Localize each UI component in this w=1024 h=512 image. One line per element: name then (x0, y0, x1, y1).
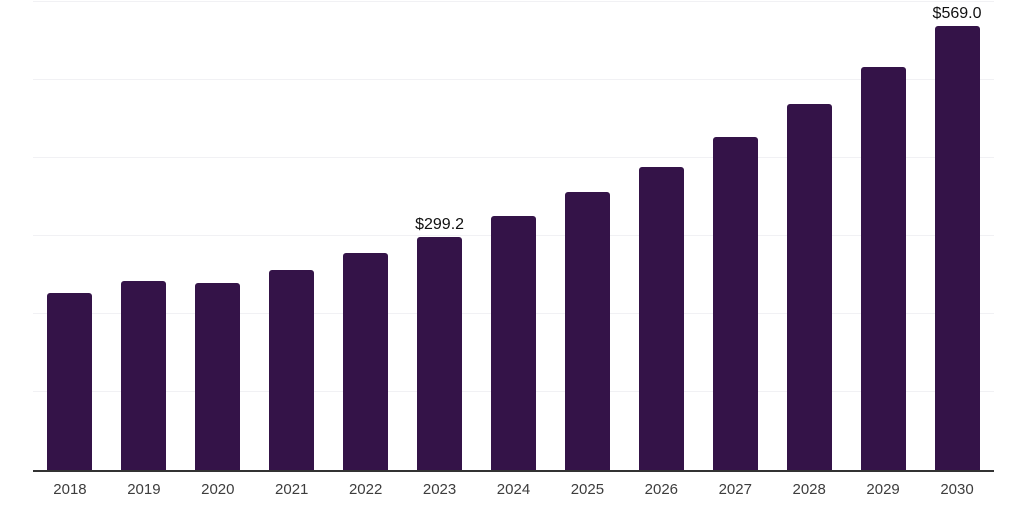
bar-slot-2023: $299.2 (403, 2, 477, 470)
x-tick-2019: 2019 (127, 481, 161, 498)
bar-slot-2019 (107, 2, 181, 470)
bar-2018 (47, 292, 93, 470)
data-label-2023: $299.2 (415, 215, 465, 233)
gridline-400 (33, 157, 994, 159)
x-tick-2030: 2030 (940, 481, 974, 498)
bar-slot-2028 (772, 2, 846, 470)
x-tick-2027: 2027 (718, 481, 752, 498)
data-label-2030: $569.0 (932, 5, 982, 23)
x-tick-2020: 2020 (201, 481, 235, 498)
x-tick-2023: 2023 (422, 481, 457, 498)
plot-area: $299.2 $569.0 (33, 1, 994, 472)
x-tick-2021: 2021 (275, 481, 309, 498)
x-tick-2018: 2018 (53, 481, 87, 498)
bar-slot-2020 (181, 2, 255, 470)
bar-slot-2030: $569.0 (920, 2, 994, 470)
bar-slot-2021 (255, 2, 329, 470)
gridline-600 (33, 1, 994, 2)
bar-slot-2029 (846, 2, 920, 470)
x-axis-labels: 2018 2019 2020 2021 2022 2023 2024 2025 2026 2027… (33, 481, 994, 498)
chart-area: $299.2 $569.0 2018 2019 2020 2021 2022 2023 202… (33, 1, 994, 498)
bar-slot-2025 (550, 2, 624, 470)
gridline-500 (33, 79, 994, 80)
bar-slot-2018 (33, 2, 107, 470)
x-tick-2022: 2022 (348, 481, 383, 498)
bar-slot-2024 (477, 2, 551, 470)
x-tick-2028: 2028 (792, 481, 826, 498)
x-tick-2026: 2026 (644, 481, 679, 498)
bar-2024 (490, 215, 536, 470)
bar-2029 (860, 66, 906, 470)
bar-2022 (343, 253, 389, 470)
bars-container: $299.2 $569.0 (33, 2, 994, 470)
bar-2030 (934, 26, 980, 470)
bar-2027 (712, 136, 758, 470)
bar-2019 (121, 281, 167, 470)
bar-2023 (417, 236, 463, 470)
bar-2020 (195, 282, 241, 470)
bar-2026 (638, 167, 684, 470)
bar-slot-2026 (624, 2, 698, 470)
bar-2025 (564, 192, 610, 470)
bar-2021 (269, 270, 315, 470)
x-tick-2029: 2029 (866, 481, 900, 498)
x-tick-2024: 2024 (496, 481, 531, 498)
x-tick-2025: 2025 (570, 481, 605, 498)
bar-slot-2027 (698, 2, 772, 470)
bar-2028 (786, 104, 832, 470)
bar-slot-2022 (329, 2, 403, 470)
